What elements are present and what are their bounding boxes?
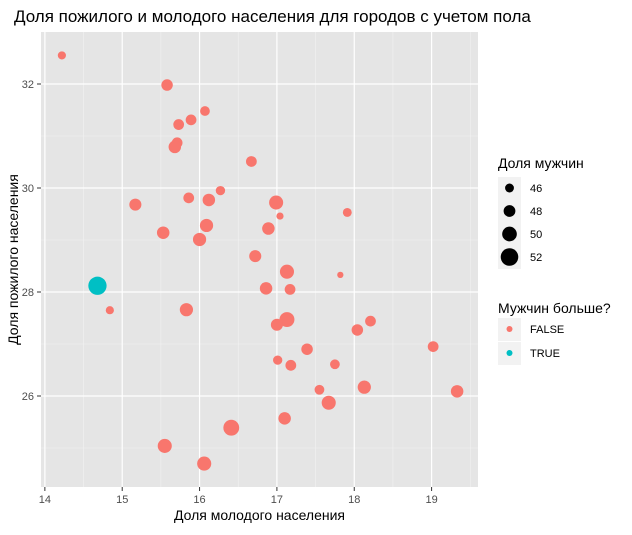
data-point xyxy=(197,456,212,471)
data-point xyxy=(276,212,284,220)
data-point xyxy=(183,192,195,204)
x-tick-label: 17 xyxy=(271,494,283,506)
data-point xyxy=(357,380,371,394)
data-point xyxy=(269,195,284,210)
x-tick-label: 19 xyxy=(425,494,437,506)
data-point xyxy=(88,276,107,295)
color-legend-items: FALSE TRUE xyxy=(498,318,564,365)
data-point xyxy=(273,355,283,365)
size-legend-label: 50 xyxy=(530,229,542,241)
size-legend-key xyxy=(502,226,517,242)
x-tick-label: 16 xyxy=(193,494,205,506)
grid-layer xyxy=(41,32,478,487)
data-point xyxy=(427,341,439,352)
color-legend-title: Мужчин больше? xyxy=(498,300,611,316)
x-tick-label: 15 xyxy=(116,494,128,506)
y-tick-label: 28 xyxy=(22,287,34,299)
y-tick-label: 26 xyxy=(22,391,34,403)
size-legend-key xyxy=(503,205,516,217)
y-tick-label: 32 xyxy=(22,79,34,91)
size-legend-key xyxy=(505,183,514,193)
chart-title: Доля пожилого и молодого населения для г… xyxy=(14,7,531,26)
data-point xyxy=(156,226,170,239)
data-point xyxy=(278,412,291,425)
data-point xyxy=(168,140,182,154)
x-tick-label: 18 xyxy=(348,494,360,506)
color-legend-key xyxy=(506,326,513,332)
data-point xyxy=(365,315,376,327)
data-point xyxy=(223,419,240,436)
data-point xyxy=(321,395,336,410)
data-point xyxy=(284,284,296,295)
data-point xyxy=(57,51,66,60)
data-point xyxy=(279,264,295,279)
data-point xyxy=(202,193,216,207)
color-legend: Мужчин больше? FALSE TRUE xyxy=(498,300,611,365)
color-legend-key xyxy=(506,350,513,356)
size-legend-key xyxy=(500,248,519,266)
data-point xyxy=(173,119,185,130)
data-point xyxy=(337,271,344,278)
data-point xyxy=(342,207,352,217)
points-layer xyxy=(57,51,464,471)
data-point xyxy=(249,250,262,263)
data-point xyxy=(161,79,173,91)
data-point xyxy=(185,114,197,126)
size-legend: Доля мужчин 46 48 50 52 xyxy=(498,155,584,269)
color-legend-label: FALSE xyxy=(530,324,564,336)
data-point xyxy=(279,312,295,328)
data-point xyxy=(450,385,464,398)
axis-layer: 14 15 16 17 18 19 26 28 30 32 xyxy=(22,79,438,506)
x-axis-title: Доля молодого населения xyxy=(174,507,345,523)
data-point xyxy=(351,324,364,336)
data-point xyxy=(245,156,257,167)
data-point xyxy=(262,222,275,235)
data-point xyxy=(192,232,207,247)
data-point xyxy=(129,198,142,211)
data-point xyxy=(179,303,194,317)
data-point xyxy=(215,185,226,196)
data-point xyxy=(105,306,114,315)
data-point xyxy=(285,359,297,371)
size-legend-title: Доля мужчин xyxy=(498,155,584,171)
data-point xyxy=(157,438,172,453)
data-point xyxy=(314,384,325,395)
size-legend-label: 52 xyxy=(530,252,542,264)
color-legend-label: TRUE xyxy=(530,348,560,360)
data-point xyxy=(301,343,313,355)
y-tick-label: 30 xyxy=(22,183,34,195)
size-legend-label: 48 xyxy=(530,206,542,218)
size-legend-label: 46 xyxy=(530,183,542,195)
data-point xyxy=(330,359,340,370)
data-point xyxy=(199,218,214,233)
data-point xyxy=(200,106,210,116)
data-point xyxy=(259,282,273,295)
x-tick-label: 14 xyxy=(39,494,51,506)
data-point xyxy=(270,318,283,331)
size-legend-items: 46 48 50 52 xyxy=(498,177,542,269)
y-axis-title: Доля пожилого населения xyxy=(5,174,21,345)
